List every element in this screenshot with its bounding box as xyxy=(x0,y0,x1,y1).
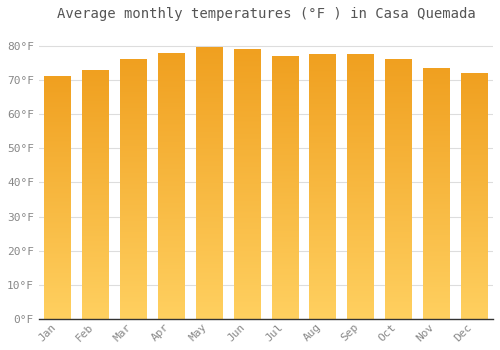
Title: Average monthly temperatures (°F ) in Casa Quemada: Average monthly temperatures (°F ) in Ca… xyxy=(56,7,476,21)
